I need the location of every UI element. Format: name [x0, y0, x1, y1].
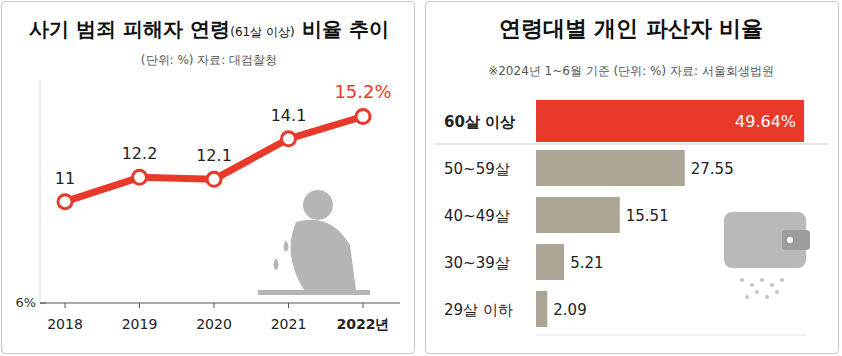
category-label: 30~39살: [444, 254, 510, 272]
icon-part: [291, 220, 356, 290]
title-part: 사기 범죄 피해자 연령: [29, 17, 230, 41]
icon-part: [782, 230, 810, 250]
data-label: 2.09: [553, 301, 586, 319]
marker: [133, 170, 147, 184]
icon-part: [303, 190, 333, 220]
icon-part: [258, 290, 370, 295]
marker: [207, 172, 221, 186]
marker: [58, 195, 72, 209]
marker: [282, 132, 296, 146]
x-tick-label: 2022년: [337, 316, 390, 332]
bar: [536, 150, 685, 186]
icon-part: [787, 237, 793, 243]
icon-part: [745, 295, 749, 299]
icon-part: [775, 290, 779, 294]
x-tick: [363, 303, 364, 308]
data-label: 5.21: [570, 254, 603, 272]
category-label: 50~59살: [444, 160, 510, 178]
icon-part: [780, 278, 784, 282]
bar: [536, 197, 620, 233]
marks: [536, 100, 804, 327]
category-label: 60살 이상: [444, 113, 515, 131]
subtitle: (단위: %) 자료: 대검찰청: [141, 53, 277, 67]
line: [65, 116, 363, 201]
icon-part: [770, 283, 774, 287]
data-label: 15.2%: [334, 81, 391, 102]
category-label: 29살 이하: [444, 301, 513, 319]
icon-part: [740, 278, 744, 282]
data-label: 49.64%: [735, 112, 796, 131]
chart-title: 연령대별 개인 파산자 비율: [499, 16, 764, 41]
bar: [536, 291, 547, 327]
icon-part: [760, 278, 764, 282]
title-part: 비율 추이: [295, 17, 389, 41]
x-tick: [214, 303, 215, 308]
x-axis-line: [536, 335, 806, 336]
data-label: 27.55: [691, 160, 734, 178]
icon-wallet: [724, 212, 810, 299]
bar: [536, 244, 564, 280]
page: {"chart_data": [ {"type": "line", "title…: [0, 0, 842, 356]
canvas: 사기 범죄 피해자 연령(61살 이상) 비율 추이 (단위: %) 자료: 대검…: [0, 0, 842, 356]
data-label: 14.1: [271, 106, 307, 125]
marks: [58, 109, 370, 208]
x-tick-label: 2021: [271, 316, 307, 332]
data-label: 12.2: [122, 144, 158, 163]
icon-part: [274, 240, 289, 270]
separator: [434, 144, 828, 145]
icon-part: [755, 290, 759, 294]
icon-person: [258, 190, 370, 295]
data-label: 12.1: [196, 146, 232, 165]
panel-frame: [426, 2, 839, 354]
title-part: (61살 이상): [230, 25, 294, 39]
category-label: 40~49살: [444, 207, 510, 225]
marker: [356, 109, 370, 123]
data-label: 15.51: [626, 207, 669, 225]
data-label: 11: [55, 169, 75, 188]
y-axis-line: [40, 80, 41, 303]
chart-title: 사기 범죄 피해자 연령(61살 이상) 비율 추이: [29, 17, 388, 41]
x-tick: [288, 303, 289, 308]
x-tick: [65, 303, 66, 308]
x-tick-label: 2019: [122, 316, 158, 332]
y-tick-label: 6%: [15, 295, 36, 310]
x-tick: [139, 303, 140, 308]
x-tick-label: 2018: [47, 316, 83, 332]
icon-part: [765, 295, 769, 299]
subtitle: ※2024년 1~6월 기준 (단위: %) 자료: 서울회생법원: [488, 64, 774, 78]
bar: [536, 100, 804, 142]
x-tick-label: 2020: [196, 316, 232, 332]
x-axis-line: [40, 302, 400, 303]
y-tick: [40, 303, 46, 304]
icon-part: [750, 283, 754, 287]
panel-frame: [2, 2, 415, 354]
